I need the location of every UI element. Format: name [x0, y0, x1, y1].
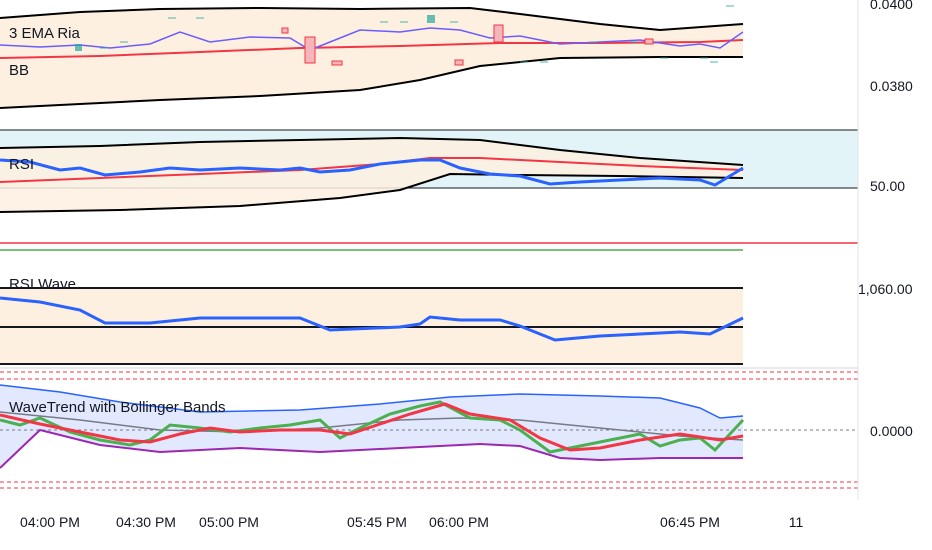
price-bb-lower: [0, 56, 743, 109]
price-bb-upper: [0, 6, 744, 32]
price-bb-fill: [0, 8, 743, 108]
price-candle-4: [493, 24, 504, 43]
time-label-0430pm: 04:30 PM: [116, 514, 176, 530]
wt-line-red: [0, 402, 744, 452]
price-candle-0: [281, 27, 289, 34]
indicator-label-3-ema-ria[interactable]: 3 EMA Ria: [9, 25, 80, 42]
rsi-bb-fill: [0, 138, 743, 212]
price-candle-1: [304, 36, 316, 64]
price-ema-line: [0, 39, 744, 59]
time-label-day-11: 11: [788, 514, 804, 530]
time-label-0545pm: 05:45 PM: [347, 514, 407, 530]
price-candle-3: [454, 59, 464, 66]
rsi-wave-line: [0, 296, 744, 342]
price-candle-up-1: [427, 15, 435, 23]
wt-bb-upper: [0, 384, 744, 419]
time-label-0600pm: 06:00 PM: [429, 514, 489, 530]
rsi-bb-upper: [0, 136, 744, 166]
price-candle-2: [331, 60, 343, 66]
indicator-label-bb[interactable]: BB: [9, 62, 30, 79]
time-label-0645pm: 06:45 PM: [660, 514, 720, 530]
rsi-bb-lower: [0, 172, 744, 213]
wt-line-green: [0, 400, 745, 454]
price-axis-label-0380: 0.0380: [870, 78, 913, 94]
rsi-wave-axis-label: 1,060.00: [858, 281, 913, 297]
time-label-0400pm: 04:00 PM: [20, 514, 80, 530]
wavetrend-axis-label-zero: 0.0000: [870, 423, 913, 439]
indicator-label-wavetrend[interactable]: WaveTrend with Bollinger Bands: [9, 399, 226, 416]
price-axis-label-0400: 0.0400: [870, 0, 913, 12]
price-candle-up-0: [75, 44, 82, 51]
rsi-axis-label-50: 50.00: [870, 178, 906, 194]
wt-bb-lower: [0, 428, 743, 469]
indicator-label-rsi[interactable]: RSI: [9, 156, 35, 173]
price-candle-5: [644, 38, 654, 45]
wt-basis: [0, 411, 744, 441]
rsi-line: [0, 158, 744, 187]
indicator-label-rsi-wave[interactable]: RSI Wave: [9, 276, 76, 293]
time-label-0500pm: 05:00 PM: [199, 514, 259, 530]
